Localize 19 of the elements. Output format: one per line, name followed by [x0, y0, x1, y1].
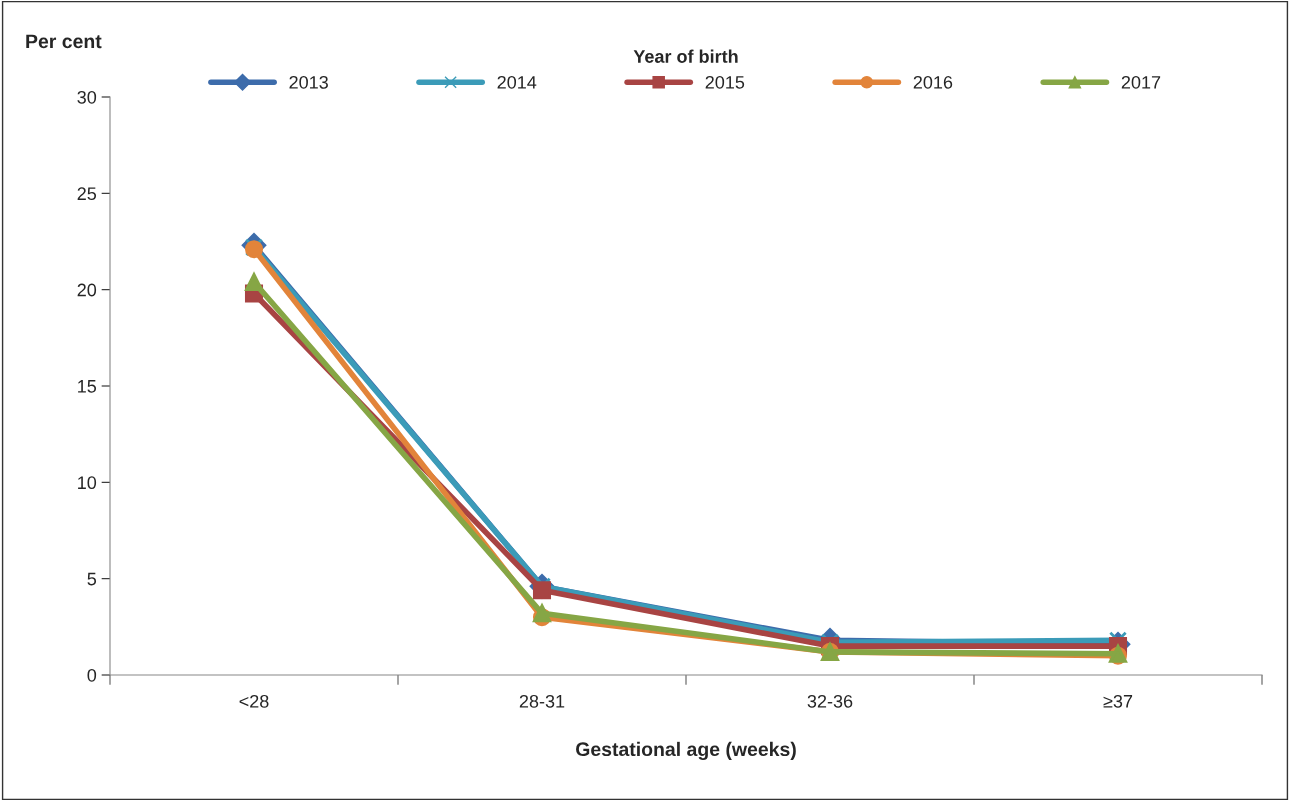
y-tick-label: 5 [87, 572, 97, 586]
y-tick-label: 30 [77, 90, 97, 104]
y-tick-label: 10 [78, 476, 97, 490]
x-axis-title: Gestational age (weeks) [576, 741, 796, 761]
legend-label: 2014 [497, 75, 537, 89]
y-tick-label: 25 [77, 187, 97, 201]
y-axis-title: Per cent [26, 34, 102, 49]
legend-title: Year of birth [633, 49, 738, 63]
x-tick-label: ≥37 [1103, 694, 1133, 708]
y-tick-label: 15 [78, 380, 97, 393]
legend-label: 2016 [913, 75, 953, 89]
y-tick-label: 0 [87, 668, 97, 682]
legend-label: 2017 [1121, 75, 1161, 89]
legend-label: 2013 [289, 75, 328, 89]
x-tick-label: 32-36 [807, 694, 853, 708]
legend-label: 2015 [705, 75, 745, 89]
x-tick-label: 28-31 [519, 694, 565, 708]
y-tick-label: 20 [77, 283, 97, 297]
x-tick-label: <28 [239, 694, 269, 708]
